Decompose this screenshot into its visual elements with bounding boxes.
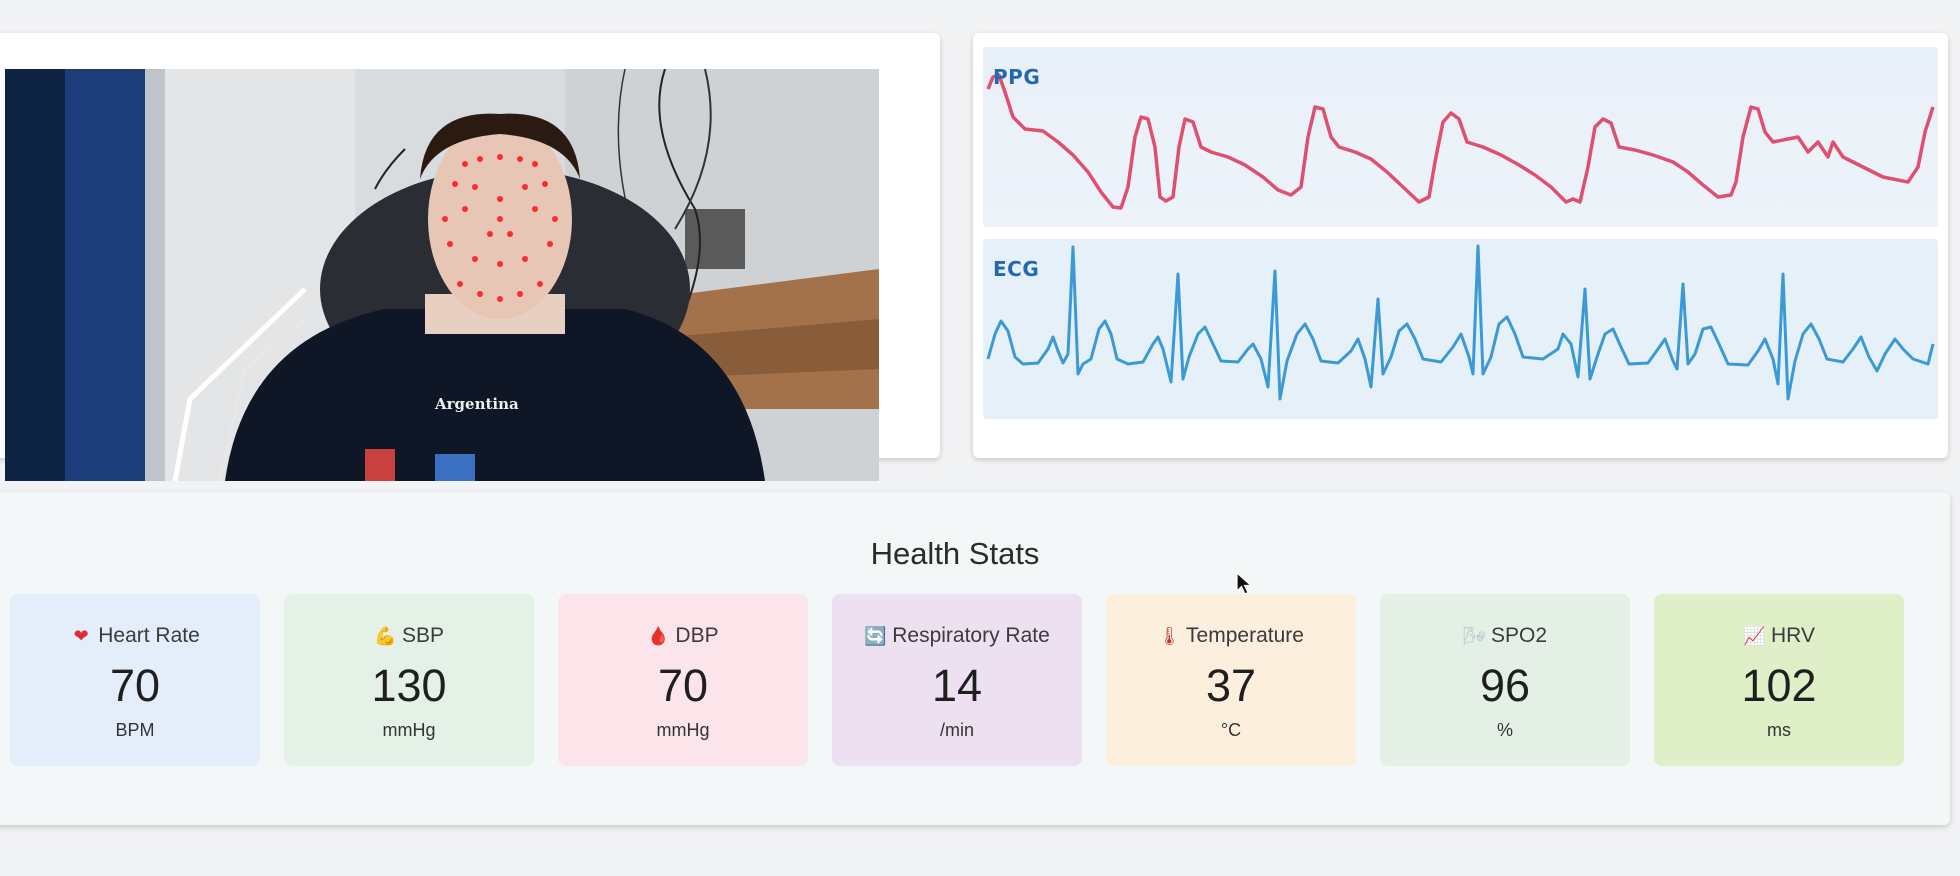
stat-value: 70 xyxy=(109,660,161,711)
ppg-waveform-line xyxy=(986,73,1935,210)
webcam-feed: Argentina xyxy=(5,69,879,481)
webcam-frame-image: Argentina xyxy=(5,69,879,481)
stat-value: 96 xyxy=(1479,660,1531,711)
chart-increasing-icon: 📈 xyxy=(1743,625,1766,646)
stat-unit: BPM xyxy=(115,720,155,740)
stat-label: DBP xyxy=(675,624,719,647)
signals-card: PPG ECG xyxy=(973,33,1948,458)
ppg-panel: PPG xyxy=(983,47,1938,227)
ecg-label: ECG xyxy=(993,257,1040,281)
stat-value: 70 xyxy=(657,660,709,711)
ecg-waveform-chart xyxy=(986,244,1935,401)
blood-drop-icon: 🩸 xyxy=(647,625,670,646)
stat-value: 14 xyxy=(931,660,983,711)
thermometer-icon: 🌡 xyxy=(1158,625,1181,646)
ecg-waveform-line xyxy=(986,244,1935,401)
stat-label: HRV xyxy=(1771,624,1815,647)
stat-label: SPO2 xyxy=(1490,624,1548,647)
stat-unit: mmHg xyxy=(656,720,710,740)
mouse-cursor-icon xyxy=(1236,572,1253,595)
stat-tile-spo2: 🌬 SPO2 96 % xyxy=(1380,594,1630,766)
stat-unit: /min xyxy=(939,720,974,740)
ecg-panel: ECG xyxy=(983,239,1938,419)
stat-tile-heart-rate: ❤ Heart Rate 70 BPM xyxy=(10,594,260,766)
stat-value: 37 xyxy=(1205,660,1257,711)
stat-tile-temperature: 🌡 Temperature 37 °C xyxy=(1106,594,1356,766)
stat-tile-respiratory-rate: 🔄 Respiratory Rate 14 /min xyxy=(832,594,1082,766)
flexed-arm-icon: 💪 xyxy=(373,625,397,646)
stat-tile-dbp: 🩸 DBP 70 mmHg xyxy=(558,594,808,766)
ppg-label: PPG xyxy=(993,65,1041,89)
cycle-arrows-icon: 🔄 xyxy=(864,625,887,646)
ppg-waveform-chart xyxy=(986,73,1935,210)
heart-icon: ❤ xyxy=(73,625,89,646)
health-stats-title: Health Stats xyxy=(870,536,1040,571)
stat-label: SBP xyxy=(401,624,445,647)
stat-tile-sbp: 💪 SBP 130 mmHg xyxy=(284,594,534,766)
stat-unit: mmHg xyxy=(382,720,436,740)
wind-icon: 🌬 xyxy=(1462,625,1486,646)
stat-value: 130 xyxy=(371,660,447,711)
stat-unit: ms xyxy=(1767,720,1791,740)
stat-label: Temperature xyxy=(1186,624,1304,647)
stat-unit: °C xyxy=(1220,720,1242,740)
health-stats-card: Health Stats ❤ Heart Rate 70 BPM 💪 SBP 130… xyxy=(0,492,1950,825)
stat-label: Heart Rate xyxy=(98,624,200,647)
svg-text:Argentina: Argentina xyxy=(434,395,519,413)
stat-value: 102 xyxy=(1741,660,1817,711)
stat-tile-hrv: 📈 HRV 102 ms xyxy=(1654,594,1904,766)
stat-label: Respiratory Rate xyxy=(892,624,1050,647)
stat-unit: % xyxy=(1496,720,1513,740)
video-card: Argentina xyxy=(0,33,940,481)
